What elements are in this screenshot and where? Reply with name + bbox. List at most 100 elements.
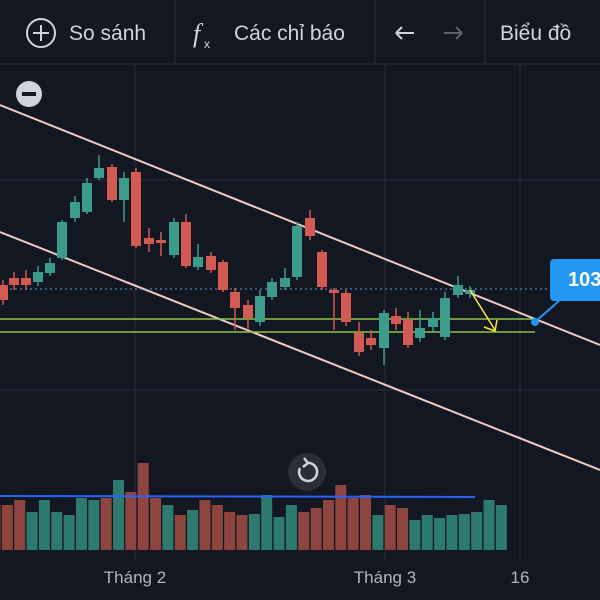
volume-bar [199,500,211,550]
volume-bar [224,512,236,550]
volume-bar [63,515,75,550]
x-axis-label: Tháng 3 [354,568,416,587]
volume-bar [372,515,384,550]
volume-bar [236,515,248,550]
volume-bar [38,500,50,550]
candle-body [94,168,104,178]
plus-icon [33,25,49,41]
candle-body [317,252,327,287]
candle-body [391,316,401,324]
candle-body [329,290,339,293]
volume-bar [248,514,260,550]
volume-bar [174,515,186,550]
fx-icon: x [204,37,210,51]
candle-body [255,296,265,322]
candle-body [57,222,67,258]
candle-body [354,333,364,352]
volume-bar [397,508,409,550]
volume-bar [458,514,470,550]
volume-bar [285,505,297,550]
candle-body [181,222,191,266]
candle-body [428,318,438,327]
candle-body [292,226,302,277]
volume-bar [137,463,149,550]
channel-lower [0,231,600,471]
volume-bar [88,500,100,550]
volume-bars [0,463,507,550]
candle-body [453,285,463,295]
candle-body [156,240,166,243]
volume-bar [360,495,371,550]
volume-bar [409,520,421,550]
volume-bar [298,512,310,550]
volume-bar [100,498,112,550]
collapse-icon [22,92,36,96]
volume-bar [261,495,273,550]
redo-button[interactable] [444,26,463,40]
volume-bar [1,505,13,550]
candle-body [243,305,253,318]
toolbar-bg [0,0,600,64]
fx-icon: f [193,19,204,48]
candle-body [131,172,141,246]
candle-body [169,222,179,255]
volume-bar [322,500,334,550]
price-dot [531,318,539,326]
volume-bar [113,480,124,550]
volume-bar [310,508,322,550]
candle-body [0,285,8,300]
candle-body [440,298,450,337]
candle-body [267,282,277,297]
volume-bar [0,505,1,550]
candle-body [107,167,117,200]
x-axis-label: Tháng 2 [104,568,166,587]
toolbar-label: Các chỉ báo [234,22,345,45]
candle-body [415,328,425,338]
volume-bar [75,498,87,550]
candle-body [119,178,129,200]
reset-button[interactable] [288,453,326,491]
arrow-line [469,289,496,331]
candle-body [366,338,376,345]
volume-bar [335,485,347,550]
price-label: 103 [568,269,600,291]
volume-bar [421,515,433,550]
volume-bar [446,515,458,550]
compare-button[interactable]: So sánh [26,18,146,48]
candle-body [465,290,475,294]
candle-body [206,256,216,270]
volume-bar [150,498,162,550]
volume-ma-line [0,495,476,498]
x-axis: Tháng 2 Tháng 3 16 [104,568,530,587]
candles [0,155,475,365]
plus-icon [26,18,56,48]
arrow [469,289,498,333]
volume-bar [471,512,483,550]
volume-bar [187,510,199,550]
channel-upper [0,104,600,346]
volume-bar [483,500,495,550]
candle-body [33,272,43,282]
price-label-box [550,259,600,301]
candle-body [280,278,290,287]
volume-bar [51,512,63,550]
candle-body [82,183,92,212]
candle-body [379,313,389,348]
indicators-button[interactable]: f x Các chỉ báo [193,19,345,51]
toolbar-label[interactable]: Biểu đồ [500,22,571,45]
reset-bg [288,453,326,491]
candle-body [9,278,19,285]
toolbar-label: So sánh [69,22,146,45]
volume-bar [14,500,26,550]
volume-bar [384,505,396,550]
candle-body [70,202,80,218]
candle-body [230,292,240,308]
undo-button[interactable] [395,26,414,40]
arrow-head [483,319,498,333]
toolbar: So sánh f x Các chỉ báo Biểu đồ [0,0,600,65]
label-pointer [534,299,561,323]
volume-bar [347,498,359,550]
reset-arrow [302,457,310,468]
